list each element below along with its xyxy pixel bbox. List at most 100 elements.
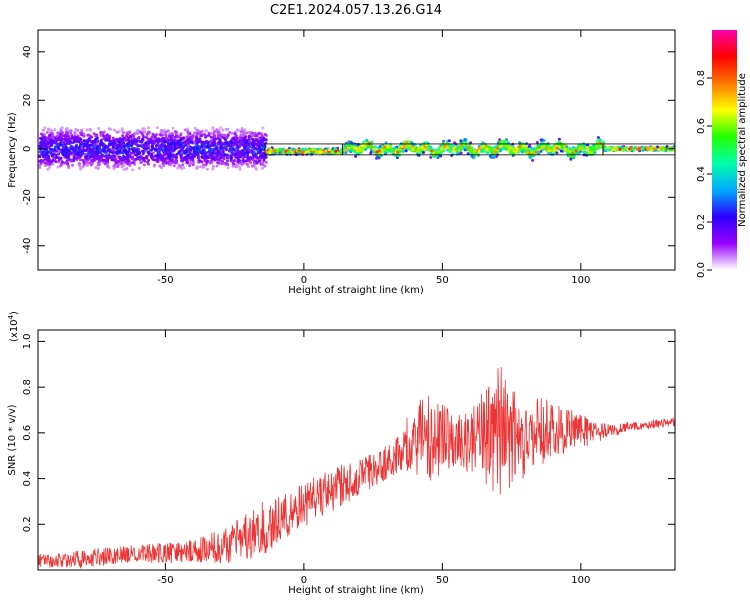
spectrogram-cell (259, 149, 263, 153)
x-tick-label: 50 (436, 575, 449, 586)
snr-y-multiplier: (x104) (7, 311, 20, 342)
spectrogram-cell (404, 149, 408, 153)
spectrogram-cell (594, 146, 598, 150)
spectrogram-cell (91, 147, 95, 151)
spectrogram-cell (78, 154, 82, 158)
spectrogram-cell (138, 130, 142, 134)
spectrogram-cell (186, 135, 190, 138)
spectrogram-cell (248, 135, 252, 139)
spectrogram-cell (527, 148, 530, 152)
x-tick-label: 50 (436, 275, 449, 286)
spectrogram-cell (278, 147, 282, 151)
spectrogram-cell (597, 138, 601, 142)
y-tick-label: 40 (22, 45, 33, 58)
spectrogram-cell (405, 141, 409, 144)
spectrogram-cell (157, 151, 161, 155)
spectrogram-cell (79, 167, 83, 171)
spectrogram-cell (191, 146, 195, 150)
spectrogram-cell (204, 129, 208, 133)
spectrogram-cell (467, 145, 471, 149)
spectrogram-cell (446, 146, 450, 150)
spectrogram-cell (168, 138, 172, 142)
spectrogram-cell (86, 161, 90, 165)
spectrogram-cell (556, 146, 559, 150)
spectrogram-cell (125, 134, 128, 138)
spectrogram-cell (80, 128, 84, 132)
spectrogram-cell (163, 145, 167, 148)
spectrogram-cell (372, 150, 376, 154)
spectrogram-cell (524, 146, 528, 150)
spectrogram-cell (130, 144, 134, 148)
spectrogram-cell (429, 155, 433, 159)
spectrogram-cell (219, 156, 223, 160)
spectrogram-cell (531, 158, 535, 162)
spectrogram-cell (576, 146, 580, 150)
spectrogram-cell (230, 141, 234, 145)
spectrogram-cell (561, 146, 565, 150)
spectrogram-cell (163, 153, 167, 157)
spectrogram-cell (85, 128, 89, 132)
spectrogram-cell (392, 152, 395, 156)
spectrogram-cell (185, 158, 189, 162)
spectrogram-cell (290, 151, 294, 155)
spectrogram-cell (111, 136, 115, 140)
spectrogram-cell (180, 167, 183, 171)
spectrogram-cell (457, 145, 460, 149)
spectrogram-cell (466, 152, 470, 156)
spectrogram-cell (574, 149, 578, 153)
spectrogram-cell (45, 130, 49, 134)
spectrogram-cell (47, 128, 51, 132)
spectrogram-cell (386, 145, 390, 149)
spectrogram-cell (236, 146, 240, 149)
spectrogram-cell (64, 131, 68, 134)
spectrogram-cell (246, 146, 250, 150)
spectrogram-cell (472, 149, 476, 153)
spectrogram-cell (44, 157, 48, 161)
spectrogram-cell (631, 147, 635, 151)
spectrogram-cell (61, 151, 64, 155)
spectrogram-cell (209, 139, 213, 143)
spectrogram-cell (47, 158, 51, 162)
spectrogram-ylabel: Frequency (Hz) (7, 112, 18, 188)
spectrogram-cell (327, 148, 331, 152)
spectrogram-cell (147, 137, 150, 141)
spectrogram-cell (190, 135, 193, 139)
spectrogram-cell (535, 140, 539, 144)
spectrogram-cell (236, 143, 239, 147)
spectrogram-cell (175, 152, 179, 156)
spectrogram-cell (150, 156, 154, 160)
spectrogram-cell (255, 134, 259, 138)
spectrogram-cell (175, 143, 179, 147)
spectrogram-cell (102, 134, 105, 138)
spectrogram-cell (515, 149, 519, 153)
spectrogram-cell (214, 129, 218, 133)
spectrogram-cell (194, 139, 198, 143)
spectrogram-cell (166, 141, 170, 145)
spectrogram-cell (170, 131, 174, 135)
spectrogram-cell (203, 146, 206, 150)
spectrogram-cell (90, 162, 94, 166)
spectrogram-cell (157, 148, 161, 152)
spectrogram-cell (252, 163, 256, 167)
spectrogram-cell (259, 132, 263, 136)
spectrogram-cell (538, 143, 542, 147)
spectrogram-cell (100, 154, 104, 158)
spectrogram-cell (161, 161, 165, 165)
spectrogram-cell (218, 158, 222, 162)
spectrogram-cell (200, 133, 204, 137)
spectrogram-cell (168, 134, 171, 138)
spectrogram-cell (81, 158, 85, 162)
spectrogram-cell (224, 138, 227, 142)
spectrogram-cell (126, 136, 130, 140)
spectrogram-cell (261, 161, 265, 165)
spectrogram-cell (364, 147, 368, 151)
spectrogram-cell (452, 146, 456, 150)
spectrogram-cell (201, 148, 205, 152)
spectrogram-cell (141, 149, 144, 153)
spectrogram-cell (180, 155, 184, 159)
spectrogram-cell (576, 151, 580, 155)
spectrogram-cell (38, 166, 42, 169)
spectrogram-cell (113, 128, 117, 132)
spectrogram-cell (459, 151, 463, 155)
spectrogram-cell (129, 135, 133, 139)
